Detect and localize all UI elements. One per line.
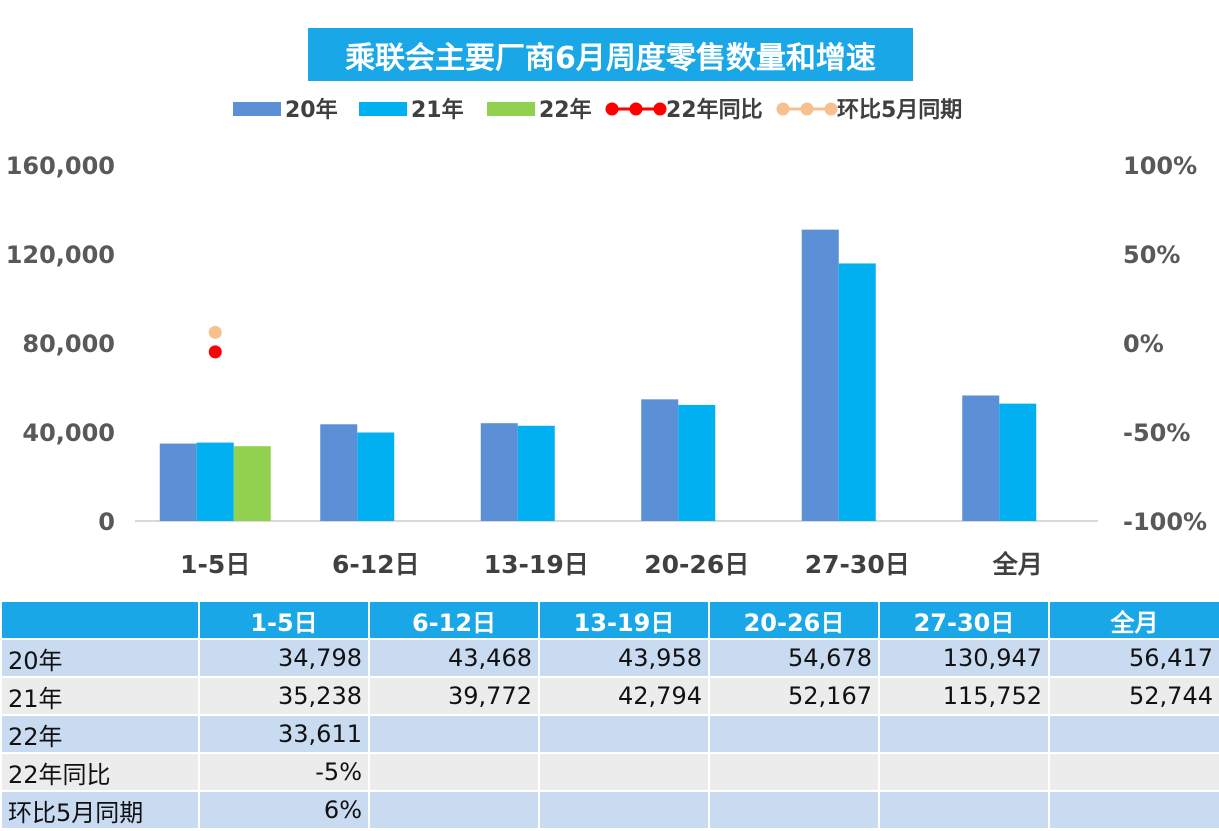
legend-swatch bbox=[233, 102, 281, 116]
table-cell bbox=[368, 790, 540, 830]
y-right-tick-label: 0% bbox=[1123, 330, 1164, 358]
bar-21年-6-12日 bbox=[357, 432, 395, 521]
table-cell bbox=[1048, 790, 1219, 830]
table-cell bbox=[708, 752, 880, 792]
table-header-row: 1-5日 6-12日 13-19日 20-26日 27-30日 全月 bbox=[0, 600, 1219, 640]
bar-20年-27-30日 bbox=[801, 229, 839, 521]
table-cell: 43,958 bbox=[538, 638, 710, 678]
table-row: 环比5月同期 6% bbox=[0, 790, 1219, 830]
legend-label: 环比5月同期 bbox=[837, 98, 962, 123]
table-header-cell: 6-12日 bbox=[368, 600, 540, 640]
table-cell bbox=[708, 714, 880, 754]
x-tick-label: 13-19日 bbox=[484, 550, 589, 579]
bar-21年-1-5日 bbox=[196, 442, 234, 521]
bar-20年-1-5日 bbox=[159, 443, 197, 521]
table-header-cell: 全月 bbox=[1048, 600, 1219, 640]
legend-label: 21年 bbox=[411, 97, 464, 123]
legend-label: 22年 bbox=[539, 97, 592, 123]
y-left-tick-label: 40,000 bbox=[22, 419, 115, 447]
table-cell: 56,417 bbox=[1048, 638, 1219, 678]
legend-swatch bbox=[487, 102, 535, 116]
table-row: 20年 34,798 43,468 43,958 54,678 130,947 56,417 bbox=[0, 638, 1219, 678]
x-tick-label: 20-26日 bbox=[644, 550, 749, 579]
table-cell: 6% bbox=[198, 790, 370, 830]
point-环比5月同期-1-5日 bbox=[208, 325, 222, 339]
table-cell: -5% bbox=[198, 752, 370, 792]
row-label: 21年 bbox=[0, 676, 200, 716]
table-cell bbox=[368, 752, 540, 792]
x-tick-label: 全月 bbox=[992, 550, 1043, 579]
legend-marker bbox=[653, 102, 667, 116]
bar-21年-全月 bbox=[999, 403, 1037, 521]
table-cell: 130,947 bbox=[878, 638, 1050, 678]
table-header-cell: 20-26日 bbox=[708, 600, 880, 640]
y-right-tick-label: -100% bbox=[1123, 508, 1207, 536]
bar-20年-6-12日 bbox=[320, 424, 358, 521]
table-cell: 54,678 bbox=[708, 638, 880, 678]
table-cell bbox=[538, 790, 710, 830]
x-tick-label: 27-30日 bbox=[805, 550, 910, 579]
table-header-cell bbox=[0, 600, 200, 640]
table-cell: 42,794 bbox=[538, 676, 710, 716]
table-cell bbox=[708, 790, 880, 830]
bar-21年-20-26日 bbox=[678, 404, 716, 521]
y-right-tick-label: 100% bbox=[1123, 152, 1197, 180]
chart-title: 乘联会主要厂商6月周度零售数量和增速 bbox=[308, 28, 913, 81]
table-cell bbox=[878, 714, 1050, 754]
legend-marker bbox=[824, 102, 838, 116]
table-row: 22年同比 -5% bbox=[0, 752, 1219, 792]
row-label: 22年同比 bbox=[0, 752, 200, 792]
legend-label: 22年同比 bbox=[666, 97, 763, 123]
point-22年同比-1-5日 bbox=[208, 345, 222, 359]
table-cell bbox=[878, 790, 1050, 830]
bar-21年-27-30日 bbox=[838, 263, 876, 521]
table-row: 21年 35,238 39,772 42,794 52,167 115,752 52,744 bbox=[0, 676, 1219, 716]
row-label: 环比5月同期 bbox=[0, 790, 200, 830]
legend-marker bbox=[605, 102, 619, 116]
table-header-cell: 1-5日 bbox=[198, 600, 370, 640]
legend-marker bbox=[800, 102, 814, 116]
data-table: 1-5日 6-12日 13-19日 20-26日 27-30日 全月 20年 34,798 43… bbox=[0, 600, 1219, 830]
table-cell bbox=[538, 752, 710, 792]
legend-swatch bbox=[359, 102, 407, 116]
y-left-tick-label: 120,000 bbox=[6, 241, 115, 269]
x-tick-label: 6-12日 bbox=[332, 550, 420, 579]
y-left-tick-label: 80,000 bbox=[22, 330, 115, 358]
bar-21年-13-19日 bbox=[517, 425, 555, 521]
bar-20年-20-26日 bbox=[641, 399, 679, 521]
table-cell: 34,798 bbox=[198, 638, 370, 678]
bar-22年-1-5日 bbox=[233, 446, 271, 521]
table-row: 22年 33,611 bbox=[0, 714, 1219, 754]
table-cell bbox=[538, 714, 710, 754]
table-header-cell: 27-30日 bbox=[878, 600, 1050, 640]
y-right-tick-label: 50% bbox=[1123, 241, 1180, 269]
x-tick-label: 1-5日 bbox=[180, 550, 250, 579]
y-right-tick-label: -50% bbox=[1123, 419, 1190, 447]
table-cell: 43,468 bbox=[368, 638, 540, 678]
table-cell: 39,772 bbox=[368, 676, 540, 716]
row-label: 22年 bbox=[0, 714, 200, 754]
legend-label: 20年 bbox=[285, 97, 338, 123]
table-cell: 52,167 bbox=[708, 676, 880, 716]
table-cell bbox=[1048, 714, 1219, 754]
table-cell bbox=[1048, 752, 1219, 792]
table-header-cell: 13-19日 bbox=[538, 600, 710, 640]
y-left-tick-label: 160,000 bbox=[6, 152, 115, 180]
legend-marker bbox=[776, 102, 790, 116]
chart-svg: 0 40,000 80,000 120,000 160,000 -100% -50% 0% 50… bbox=[6, 97, 1207, 579]
table-cell: 52,744 bbox=[1048, 676, 1219, 716]
table-cell: 33,611 bbox=[198, 714, 370, 754]
table-cell: 115,752 bbox=[878, 676, 1050, 716]
table-cell bbox=[368, 714, 540, 754]
table-cell bbox=[878, 752, 1050, 792]
y-left-tick-label: 0 bbox=[98, 508, 115, 536]
legend-marker bbox=[629, 102, 643, 116]
bar-20年-13-19日 bbox=[480, 423, 518, 521]
chart-area: 0 40,000 80,000 120,000 160,000 -100% -50% 0% 50… bbox=[6, 28, 1207, 579]
table-cell: 35,238 bbox=[198, 676, 370, 716]
bar-20年-全月 bbox=[962, 395, 1000, 521]
row-label: 20年 bbox=[0, 638, 200, 678]
